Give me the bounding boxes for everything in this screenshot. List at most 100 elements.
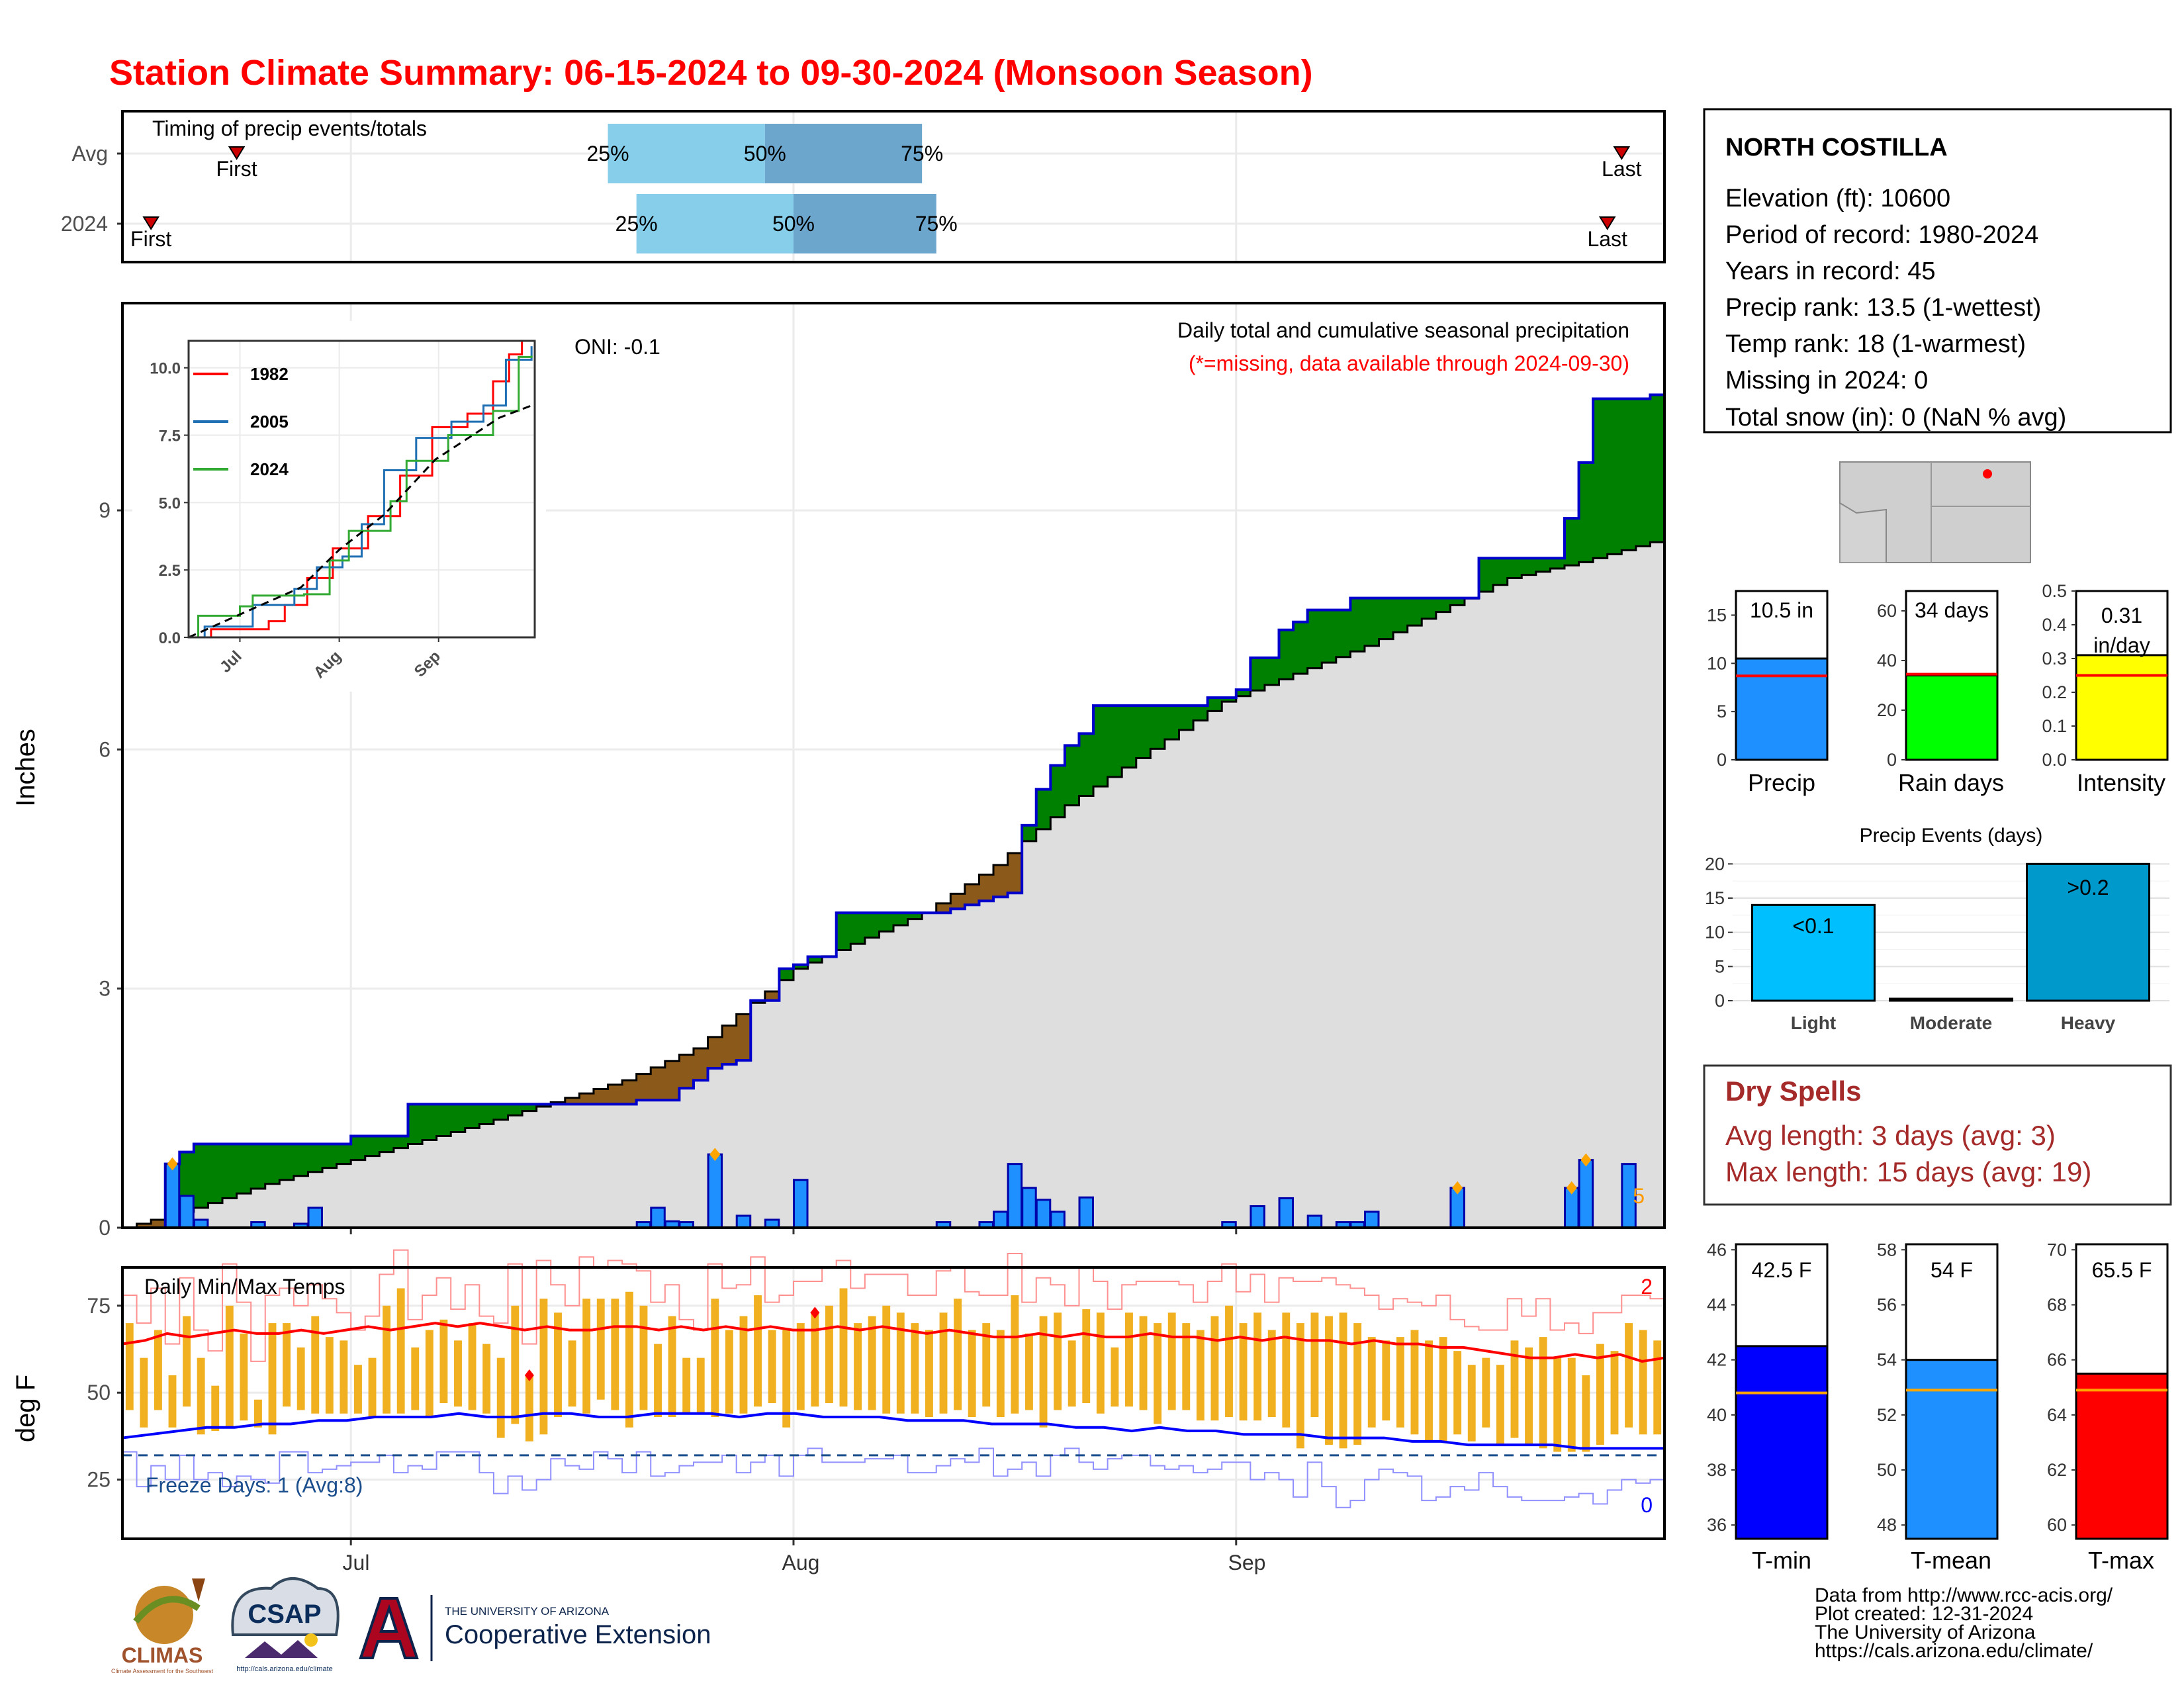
daily-temp-bar [296,1347,305,1410]
daily-temp-bar [725,1330,733,1414]
temp-bar-y-tick-label: 56 [1877,1295,1897,1314]
above-average-fill [1307,610,1322,668]
above-average-fill [1407,598,1422,626]
mini-bar-unit: in/day [2093,633,2150,657]
mini-bar-label-precip: Precip [1748,769,1815,796]
below-average-fill [964,884,980,905]
climas-logo-subtext: Climate Assessment for the Southwest [111,1668,214,1674]
daily-temp-bar [1139,1316,1148,1410]
temp-background [122,1267,1664,1539]
timing-label-75: 75% [915,212,958,236]
daily-temp-bar [1154,1323,1162,1424]
daily-temp-bar [1367,1337,1376,1428]
daily-precip-bar [1021,1187,1037,1229]
temp-bar-y-tick-label: 68 [2047,1295,2067,1314]
daily-temp-bar [1096,1312,1105,1414]
daily-temp-bar [368,1357,377,1418]
extreme-precip-marker-icon [1566,1181,1577,1195]
mini-bar-fill [2075,654,2169,761]
daily-temp-bar [1125,1312,1133,1407]
timing-label-25: 25% [586,142,629,165]
below-average-fill [151,1219,166,1228]
daily-temp-bar [982,1323,991,1407]
daily-temp-bar [868,1316,876,1410]
ua-logo-big-text: Cooperative Extension [445,1620,711,1649]
temp-bar-y-tick-label: 50 [1877,1460,1897,1480]
mini-bar-y-tick-label: 60 [1877,601,1897,621]
above-average-fill [351,1136,366,1160]
below-average-fill [593,1089,609,1105]
above-average-fill [793,964,809,969]
below-average-fill [979,874,994,901]
daily-temp-bar [582,1299,591,1414]
observed-cumulative-line [122,393,1664,1229]
arizona-a-icon [359,1597,419,1659]
above-average-fill [1522,558,1537,575]
daily-precip-bar [179,1195,195,1229]
daily-temp-bar [654,1344,662,1418]
event-value-light: <0.1 [1792,914,1834,938]
precip-events-chart: 0 5 10 15 20 [1705,854,2169,1011]
above-average-fill [1450,598,1465,606]
daily-temp-bar [1510,1340,1519,1438]
below-average-fill [764,991,780,1001]
timing-label-50: 50% [772,212,815,236]
timing-border [121,110,1666,263]
mini-bar-y-tick-label: 40 [1877,651,1897,670]
inset-y-tick-label: 7.5 [159,428,181,445]
temp-bar-y-tick-label: 40 [1707,1405,1727,1425]
daily-precip-bar [164,1163,181,1229]
daily-temp-bar [468,1323,477,1410]
above-average-fill [451,1104,466,1132]
above-average-fill [479,1104,494,1124]
daily-temp-bar [1539,1337,1547,1449]
above-average-fill [1593,398,1608,559]
dry-spells-max: Max length: 15 days (avg: 19) [1725,1156,2091,1187]
temp-bar-label-tmin: T-min [1752,1547,1811,1574]
daily-temp-bar [1410,1330,1419,1435]
above-average-fill [436,1104,451,1136]
daily-temp-bar [825,1305,833,1403]
temp-bar-label-tmax: T-max [2088,1547,2154,1574]
above-average-fill [1222,698,1237,702]
daily-temp-bar [1553,1357,1562,1452]
daily-temp-bar [968,1330,976,1418]
precip-events-title: Precip Events (days) [1860,825,2043,846]
daily-temp-bar [125,1323,134,1410]
above-average-fill [1535,558,1551,572]
record-high-count: 2 [1641,1275,1653,1299]
daily-temp-bar [954,1299,962,1410]
above-average-fill [1379,598,1394,639]
daily-temp-bar [739,1316,748,1414]
temp-bar-y-tick-label: 66 [2047,1350,2067,1370]
above-average-fill [1164,706,1180,740]
timing-bar-50-75 [793,194,936,253]
above-average-fill [1250,657,1265,691]
inset-legend-label: 2005 [250,412,289,432]
daily-temp-bar [568,1340,576,1407]
mini-bar-y-tick-label: 0.0 [2042,750,2067,770]
main-y-tick-label: 9 [99,498,111,522]
above-average-fill [1422,598,1437,619]
temp-y-tick-label: 25 [87,1468,111,1492]
daily-precip-bar [1050,1211,1066,1229]
timing-panel: 25% 50% 75% First Last Avg 25% 50% 75% First Last 2… [61,110,1666,263]
above-average-fill [379,1136,394,1152]
station-period: Period of record: 1980-2024 [1725,221,2038,249]
mini-bar-value: 0.31 [2101,604,2142,627]
above-average-fill [1264,657,1280,685]
daily-temp-bar [1353,1323,1362,1445]
daily-temp-bar [1068,1340,1076,1407]
daily-temp-bar [1339,1312,1347,1449]
daily-temp-bar [896,1312,905,1414]
above-average-fill [265,1144,280,1184]
above-average-fill [1493,558,1508,585]
daily-temp-bar [668,1316,676,1418]
temp-y-tick-label: 75 [87,1294,111,1318]
daily-temp-bar [1482,1357,1490,1428]
daily-temp-bar [696,1357,705,1414]
daily-precip-bar [1278,1197,1295,1229]
daily-temp-bar [482,1344,491,1414]
inset-y-tick-label: 0.0 [159,629,181,647]
